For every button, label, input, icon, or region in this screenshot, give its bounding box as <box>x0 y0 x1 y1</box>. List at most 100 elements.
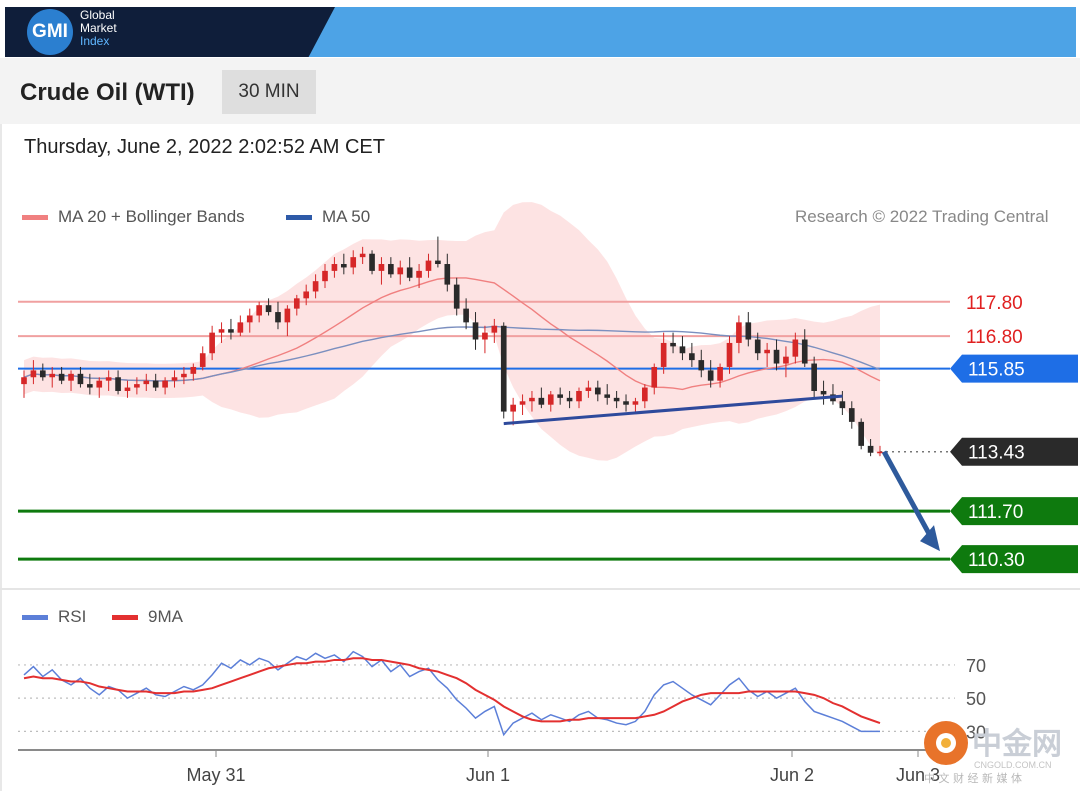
candle <box>115 370 121 395</box>
pivot-label-box <box>950 354 1078 383</box>
candle-body <box>585 387 592 391</box>
candle <box>820 380 827 405</box>
logo-line-2: Market <box>80 21 117 35</box>
candle <box>124 380 131 398</box>
candle <box>848 401 855 429</box>
pivot-label-text: 115.85 <box>968 360 1025 381</box>
candle-body <box>604 394 611 398</box>
candle <box>754 332 761 361</box>
candle-body <box>877 451 883 454</box>
candle <box>228 318 234 340</box>
candle-body <box>96 380 103 388</box>
candle-body <box>801 339 808 364</box>
candle-body <box>152 380 159 388</box>
support-label-2-box <box>950 545 1078 574</box>
candle-body <box>87 384 93 388</box>
candle <box>707 360 714 388</box>
watermark-domain: CNGOLD.COM.CN <box>974 760 1052 770</box>
candle <box>679 336 686 361</box>
target-arrow-head <box>920 525 940 552</box>
candle-body <box>538 397 545 405</box>
candle <box>190 363 197 381</box>
candle <box>651 363 658 395</box>
candle <box>867 439 874 457</box>
candle-body <box>39 370 46 378</box>
candle-body <box>199 353 206 367</box>
candle <box>547 390 554 412</box>
bollinger-band-area <box>24 202 880 461</box>
site-header: GMI Global Market Index <box>0 0 1080 58</box>
candle-body <box>510 404 516 412</box>
candle-body <box>698 360 705 371</box>
candle-body <box>745 322 752 340</box>
candle <box>538 387 545 409</box>
candle <box>792 332 799 364</box>
candle <box>453 277 460 316</box>
candle-body <box>566 397 573 402</box>
candle <box>359 246 366 265</box>
candle-body <box>218 329 225 333</box>
candle <box>58 366 65 385</box>
rsi-panel: 70 50 30 <box>18 650 986 742</box>
candle <box>811 356 817 398</box>
candle <box>77 366 84 388</box>
candle <box>463 298 469 330</box>
candle-body <box>811 363 817 391</box>
candle <box>623 394 629 412</box>
logo-line-1: Global <box>80 8 115 22</box>
candle <box>96 377 103 398</box>
candle <box>877 445 883 457</box>
candle-body <box>435 260 441 265</box>
gmi-logo[interactable]: GMI <box>27 9 73 55</box>
candle <box>773 339 780 371</box>
candle <box>858 418 865 450</box>
candle-body <box>105 377 112 381</box>
candle-body <box>228 329 234 333</box>
candle <box>529 390 535 412</box>
candle <box>642 384 648 409</box>
candle-body <box>707 370 714 381</box>
candle <box>764 342 770 367</box>
resistance-label-2: 116.80 <box>966 327 1023 348</box>
support-label-2-text: 110.30 <box>968 550 1025 571</box>
candle <box>265 298 272 316</box>
candle-body <box>58 373 65 381</box>
candle-body <box>482 332 488 340</box>
candle <box>604 384 611 405</box>
header-blue-bar <box>300 7 1076 57</box>
candle <box>717 363 723 388</box>
candle-body <box>190 366 197 374</box>
candle <box>369 250 375 275</box>
candle <box>576 387 582 409</box>
candle <box>341 253 347 275</box>
candle-body <box>425 260 432 271</box>
candle-body <box>265 305 272 313</box>
candle-body <box>77 373 84 385</box>
candle <box>585 380 592 398</box>
candle-body <box>547 394 554 405</box>
candle <box>472 312 479 350</box>
candle-body <box>839 401 846 409</box>
candle-body <box>181 373 187 378</box>
candle <box>39 363 46 381</box>
legend-ma9-label: 9MA <box>148 607 183 626</box>
timeframe-badge[interactable]: 30 MIN <box>222 70 316 114</box>
candle <box>143 373 150 391</box>
candle <box>444 253 451 292</box>
candle-body <box>406 267 413 278</box>
candle-body <box>736 322 742 343</box>
candle <box>284 305 291 337</box>
current-price-label-text: 113.43 <box>968 443 1025 464</box>
candle-body <box>632 401 639 405</box>
candle <box>500 322 507 419</box>
candle <box>689 342 695 367</box>
legend-ma9: 9MA <box>112 607 183 627</box>
candle <box>566 390 573 409</box>
candle-body <box>49 373 56 378</box>
candle-body <box>642 387 648 402</box>
candle <box>21 370 27 398</box>
support-label-1-text: 111.70 <box>968 502 1023 523</box>
candle <box>745 312 752 347</box>
candle <box>388 257 394 278</box>
